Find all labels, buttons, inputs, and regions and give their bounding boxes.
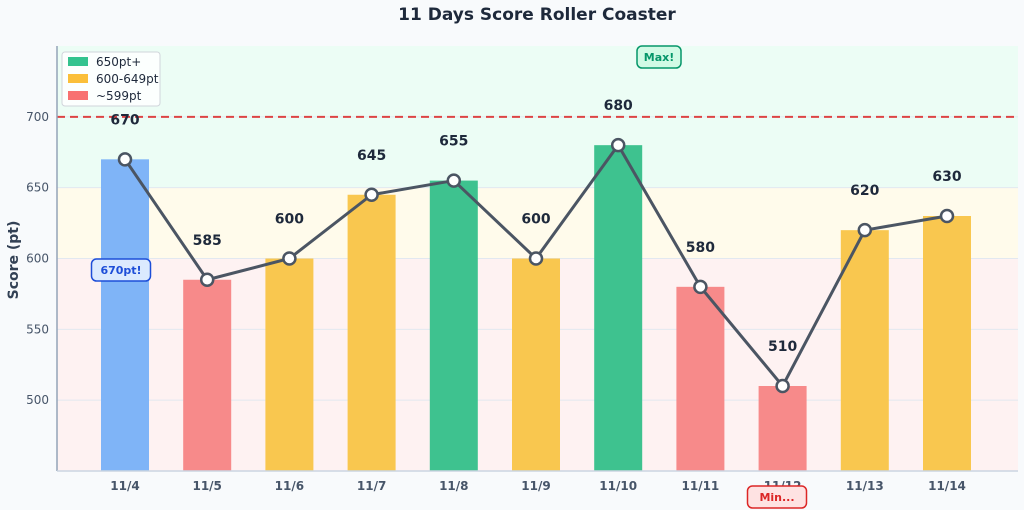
bar-11/7 [347, 194, 396, 471]
data-label-11/4: 670 [110, 112, 139, 128]
annotations: Max! 670pt! Min... [90, 45, 808, 509]
bar-11/5 [183, 279, 232, 471]
bar-11/13 [840, 230, 889, 471]
annotation-box [746, 485, 808, 509]
bar-11/12 [758, 386, 807, 471]
legend-swatch-1 [68, 74, 88, 83]
data-label-11/14: 630 [932, 169, 961, 185]
point-11/11 [693, 279, 708, 295]
annotation-label: Min... [759, 491, 794, 504]
point-11/14 [939, 208, 955, 224]
x-tick-label-11/5: 11/5 [192, 479, 221, 493]
x-tick-label-11/9: 11/9 [521, 479, 550, 493]
bar-11/11 [676, 286, 725, 471]
legend-swatch-0 [68, 57, 88, 66]
x-tick-label-11/8: 11/8 [439, 479, 468, 493]
legend-swatch-2 [68, 91, 88, 100]
chart-title: 11 Days Score Roller Coaster [398, 5, 676, 25]
annotation-label: 670pt! [100, 264, 141, 277]
data-label-11/5: 585 [193, 233, 222, 249]
x-tick-label-11/13: 11/13 [846, 479, 884, 493]
y-axis-label: Score (pt) [6, 221, 22, 300]
annotation-label: Max! [644, 51, 674, 64]
legend: 650pt+ 600-649pt ~599pt [61, 51, 161, 107]
point-11/12 [775, 378, 790, 394]
point-11/7 [364, 187, 379, 202]
data-labels: 670 585 600 645 655 600 680 580 510 620 630 [110, 98, 961, 355]
data-label-11/7: 645 [357, 148, 386, 164]
x-tick-label-11/6: 11/6 [275, 479, 304, 493]
x-tick-label-11/10: 11/10 [599, 479, 637, 493]
legend-label-2: ~599pt [96, 89, 142, 103]
bar-11/14 [923, 216, 971, 471]
bar-11/6 [265, 258, 314, 471]
bar-11/8 [429, 180, 478, 472]
point-11/10 [610, 137, 626, 153]
data-label-11/8: 655 [439, 134, 468, 150]
y-tick-label: 700 [26, 110, 49, 124]
point-11/6 [282, 251, 297, 266]
annotation-box [90, 258, 152, 282]
bars [101, 145, 971, 472]
bar-11/9 [512, 258, 560, 471]
legend-label-0: 650pt+ [96, 55, 141, 69]
axes: 500 550 600 650 700 11/4 11/5 11/6 11/7 11/8 11/9 1… [26, 46, 1018, 493]
point-11/9 [528, 251, 544, 266]
point-11/13 [857, 222, 873, 238]
point-11/5 [199, 272, 215, 287]
y-tick-label: 600 [26, 252, 49, 266]
y-tick-label: 550 [26, 322, 49, 336]
data-label-11/13: 620 [850, 183, 879, 199]
y-tick-label: 650 [26, 181, 49, 195]
legend-label-1: 600-649pt [96, 72, 159, 86]
x-tick-label-11/4: 11/4 [110, 479, 139, 493]
data-label-11/10: 680 [604, 98, 633, 114]
bar-11/4 [101, 159, 149, 472]
x-tick-label-11/14: 11/14 [928, 479, 966, 493]
bar-11/10 [594, 145, 643, 471]
annotation-box [636, 45, 682, 69]
y-tick-label: 500 [26, 393, 49, 407]
data-label-11/9: 600 [521, 212, 550, 228]
point-11/4 [117, 152, 133, 167]
x-tick-label-11/11: 11/11 [682, 479, 720, 493]
data-label-11/6: 600 [275, 212, 304, 228]
data-label-11/12: 510 [768, 339, 797, 355]
series-line [117, 137, 955, 394]
x-tick-label-11/7: 11/7 [357, 479, 386, 493]
data-label-11/11: 580 [686, 240, 715, 256]
point-11/8 [446, 173, 462, 188]
